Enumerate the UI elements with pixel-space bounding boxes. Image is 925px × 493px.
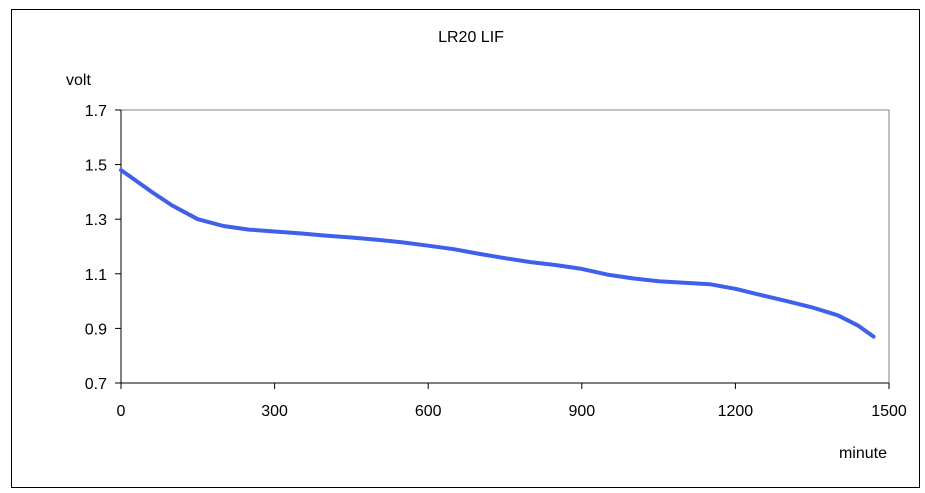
y-tick-label: 1.1 — [85, 267, 107, 284]
x-tick-label: 0 — [117, 403, 126, 420]
y-axis-ticks: 0.7 0.9 1.1 1.3 1.5 1.7 — [85, 103, 121, 393]
y-axis-label: volt — [66, 72, 91, 89]
x-tick-label: 1200 — [718, 403, 754, 420]
x-axis-ticks: 0 300 600 900 1200 1500 — [117, 383, 907, 420]
y-tick-label: 1.5 — [85, 158, 107, 175]
x-tick-label: 300 — [261, 403, 288, 420]
series-line — [119, 168, 876, 339]
y-tick-label: 0.7 — [85, 376, 107, 393]
x-axis-label: minute — [839, 445, 887, 462]
x-tick-label: 1500 — [871, 403, 907, 420]
x-tick-label: 600 — [415, 403, 442, 420]
chart-title: LR20 LIF — [438, 29, 504, 46]
y-tick-label: 0.9 — [85, 321, 107, 338]
y-tick-label: 1.3 — [85, 212, 107, 229]
y-tick-label: 1.7 — [85, 103, 107, 120]
x-tick-label: 900 — [568, 403, 595, 420]
series-layer — [119, 168, 876, 339]
plot-area — [120, 109, 890, 384]
